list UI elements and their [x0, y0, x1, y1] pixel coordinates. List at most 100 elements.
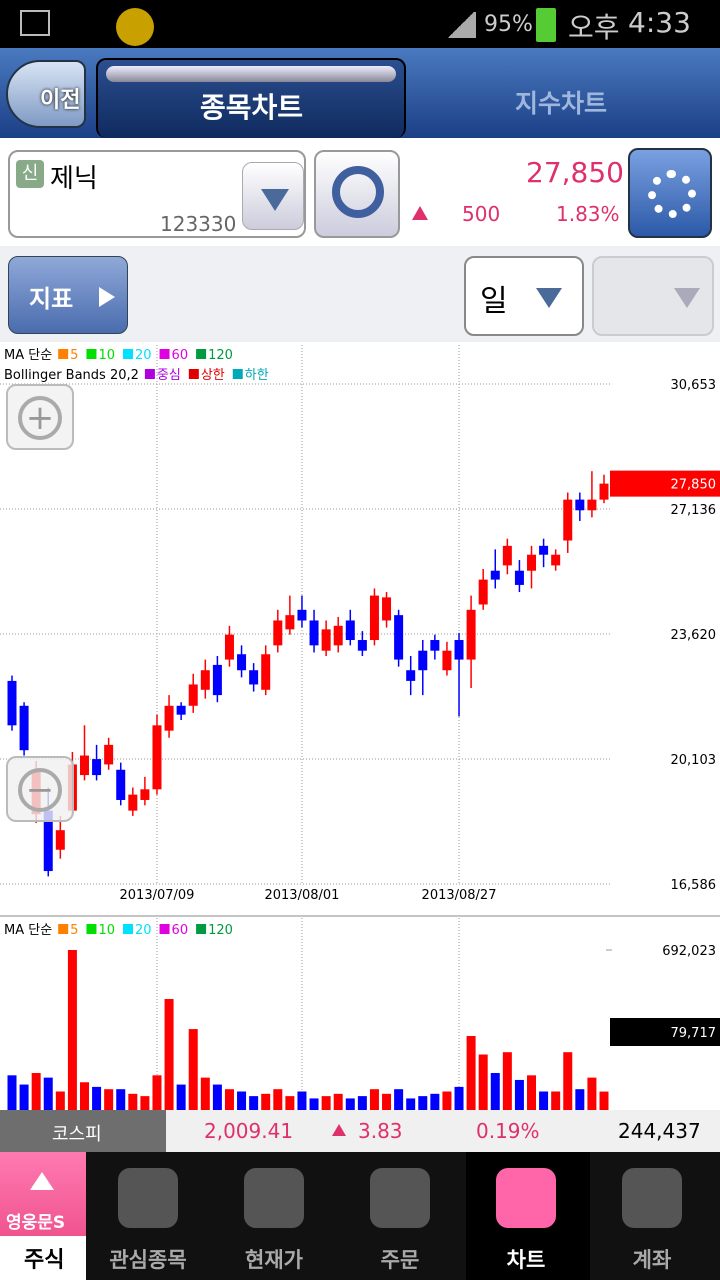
volume-bar	[7, 1075, 17, 1110]
tab-active[interactable]: 종목차트	[96, 58, 406, 138]
search-icon	[332, 166, 384, 218]
zoom-in[interactable]: +	[6, 384, 74, 450]
volume-bar	[104, 1089, 114, 1110]
tab-icon	[370, 1168, 430, 1228]
candle-body	[188, 684, 198, 706]
period-select[interactable]: 일	[464, 256, 584, 336]
candle-body	[575, 499, 585, 511]
candle-body	[394, 615, 404, 660]
candle-body	[333, 625, 343, 646]
tab-item[interactable]: 계좌	[590, 1152, 714, 1280]
candle-body	[382, 597, 392, 621]
volume-bar	[273, 1089, 283, 1110]
tab-item[interactable]: 관심종목	[86, 1152, 210, 1280]
candle-body	[249, 670, 259, 685]
candle-body	[261, 654, 271, 690]
volume-bar	[587, 1077, 597, 1110]
volume-bar	[369, 1089, 379, 1110]
volume-bar	[176, 1084, 186, 1110]
legend-swatch	[196, 349, 207, 359]
hero-tab[interactable]: 영웅문S 주식	[0, 1152, 86, 1280]
volume-bar	[454, 1086, 464, 1110]
ticker-index: 2,009.41	[204, 1119, 294, 1143]
settings-button[interactable]	[628, 148, 712, 238]
candle-body	[237, 654, 247, 671]
candle-body	[539, 545, 549, 555]
legend-swatch	[144, 369, 155, 379]
arrow	[261, 189, 289, 211]
volume-bar	[261, 1093, 271, 1110]
candle-body	[128, 794, 138, 811]
indicator-button[interactable]: 지표	[8, 256, 128, 334]
candle-body	[454, 640, 464, 660]
x-tick-label: 2013/08/01	[264, 888, 339, 903]
candle-body	[19, 705, 29, 751]
candle-body	[551, 554, 561, 566]
volume-bar	[43, 1077, 53, 1110]
candle-body	[406, 670, 416, 681]
status-icon	[116, 8, 154, 46]
legend-label: 10	[98, 348, 115, 363]
volume-bar	[67, 950, 77, 1110]
candle-body	[345, 620, 355, 641]
stock-code: 123330	[160, 212, 237, 236]
tab-label: 차트	[506, 1248, 546, 1272]
empty-select[interactable]	[592, 256, 714, 336]
legend-label: 120	[208, 348, 233, 363]
candle-body	[164, 705, 174, 731]
volume-bar	[285, 1096, 295, 1110]
volume-bar	[599, 1091, 609, 1110]
gear-icon	[648, 170, 696, 218]
volume-bar	[527, 1075, 537, 1110]
candle-body	[55, 830, 65, 850]
clock: 4:33	[628, 6, 691, 39]
volume-bar	[502, 1052, 512, 1110]
tab-icon	[118, 1168, 178, 1228]
tab-item[interactable]: 현재가	[212, 1152, 336, 1280]
tab-icon	[622, 1168, 682, 1228]
candle-body	[224, 634, 234, 660]
up-arrow	[332, 1124, 346, 1136]
candle-body	[79, 755, 89, 776]
back-button[interactable]: 이전	[6, 60, 86, 128]
y-tick-label: 23,620	[671, 628, 717, 643]
header: 이전 종목차트 지수차트	[0, 48, 720, 138]
change: 500	[462, 202, 501, 226]
stock-selector[interactable]: 신 제닉 123330	[8, 150, 306, 238]
legend-label: 하한	[245, 368, 269, 383]
y-tick-label: 16,586	[671, 878, 717, 893]
legend-title: MA 단순	[4, 923, 52, 938]
status-bar: 95% 오후 4:33	[0, 0, 720, 48]
legend-swatch	[232, 369, 243, 379]
dropdown-button[interactable]	[242, 162, 304, 230]
volume-bar	[152, 1075, 162, 1110]
legend-swatch	[86, 349, 97, 359]
volume-bar	[394, 1089, 404, 1110]
candle-body	[490, 570, 500, 580]
ticker-name: 코스피	[52, 1124, 102, 1145]
candle-body	[297, 609, 307, 621]
up-arrow	[412, 206, 428, 220]
candle-body	[430, 640, 440, 651]
tab-label: 주식	[24, 1248, 65, 1273]
tab-shine	[106, 66, 396, 82]
volume-bar	[345, 1098, 355, 1110]
battery-icon	[536, 8, 556, 42]
tab-item[interactable]: 차트	[464, 1152, 588, 1280]
candle-body	[514, 570, 524, 585]
zoom-out[interactable]: −	[6, 756, 74, 822]
legend-swatch	[123, 349, 133, 359]
candle-body	[478, 579, 488, 605]
volume-bar	[575, 1089, 585, 1110]
tab-icon	[244, 1168, 304, 1228]
tab-item[interactable]: 주문	[338, 1152, 462, 1280]
legend-label: 120	[208, 923, 233, 938]
index-ticker: 코스피 2,009.41 3.83 0.19% 244,437	[0, 1110, 720, 1152]
search-button[interactable]	[314, 150, 400, 238]
legend-swatch	[86, 924, 97, 934]
tab-label[interactable]: 지수차트	[515, 89, 608, 118]
candle-body	[116, 769, 126, 800]
candle-body	[285, 615, 295, 630]
volume-bar	[128, 1093, 138, 1110]
